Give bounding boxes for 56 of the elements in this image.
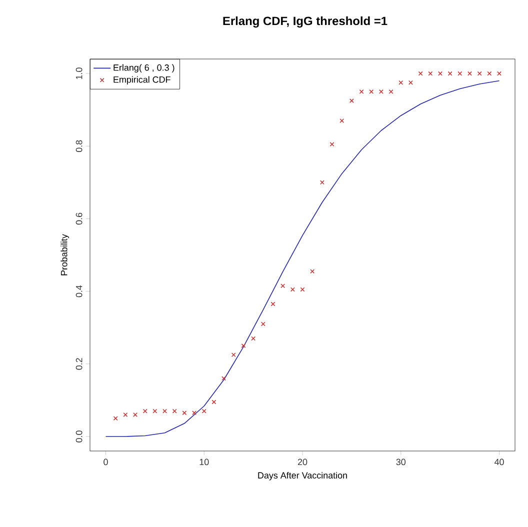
point [477,71,482,76]
y-axis-title: Probability [60,234,70,276]
point [202,408,206,414]
x-tick-label: 20 [298,458,308,466]
point [438,71,442,76]
point [330,142,334,147]
point [340,118,344,123]
x-tick-label: 0 [104,458,108,466]
point [290,287,295,292]
point [418,71,423,76]
point [222,376,226,381]
y-tick-label: 0.6 [76,212,82,225]
point [280,284,286,288]
point [468,71,472,76]
point [497,71,502,76]
x-axis-title: Days After Vaccination [258,472,347,480]
legend-label: Empirical CDF [114,76,170,85]
point [192,410,197,416]
legend-label: Erlang( 6 , 0.3 ) [114,64,174,73]
point [231,352,236,358]
y-tick-label: 0.4 [76,285,82,298]
point [428,71,433,76]
point [378,89,384,94]
point [172,408,177,414]
point [448,71,452,76]
point [133,412,138,417]
point [251,336,256,341]
point [162,408,167,414]
y-tick-label: 0.2 [76,358,82,370]
point [182,410,187,416]
point [270,302,276,306]
point [458,71,462,76]
point [310,269,315,274]
point [398,80,404,85]
point [359,89,364,94]
point [408,80,413,85]
point [142,408,148,414]
chart-title: Erlang CDF, IgG threshold =1 [223,16,388,28]
point [260,322,266,326]
x-tick-label: 40 [494,458,504,466]
point [300,287,305,292]
point [349,98,354,103]
point [212,400,216,404]
point [123,412,128,417]
y-tick-label: 0.8 [76,140,82,152]
point [487,71,492,76]
point [388,89,394,94]
y-tick-label: 1.0 [76,68,82,80]
point [369,89,374,94]
point [241,344,246,348]
x-tick-label: 30 [396,458,406,466]
y-tick-label: 0.0 [76,430,82,442]
point [113,416,118,421]
x-tick-label: 10 [200,458,209,466]
point [152,408,158,414]
point [320,180,324,185]
